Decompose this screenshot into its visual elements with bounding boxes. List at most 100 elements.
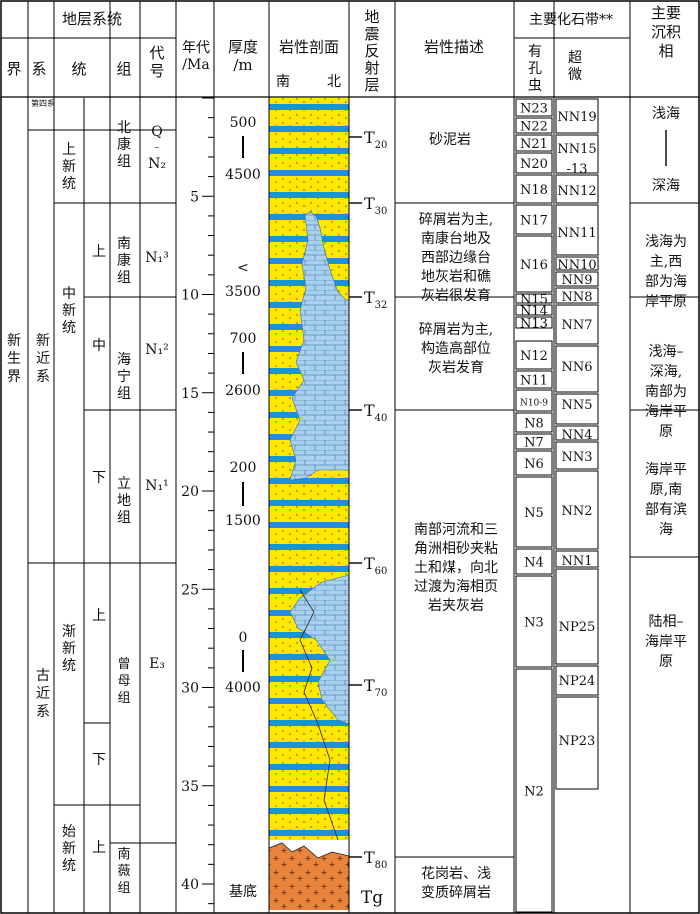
svg-text:代号: 代号 xyxy=(149,44,164,80)
foram-zone-box xyxy=(515,117,553,134)
svg-text:古近系: 古近系 xyxy=(36,668,50,720)
nanno-zone-box xyxy=(555,470,599,550)
nanno-zone-box xyxy=(555,304,599,345)
nanno-zone-label: NN12 xyxy=(557,184,596,199)
header: 地层系统 界 系 统 组 代号 年代/Ma 厚度/m 岩性剖面 南 北 地震反射… xyxy=(6,4,681,94)
facies-3: 浅海–深海,南部为海岸平原 xyxy=(645,344,687,440)
header-zu: 组 xyxy=(116,60,131,78)
formation-nankang: 南康组 xyxy=(117,236,131,286)
subseries-lower-mio: 下 xyxy=(92,470,106,486)
foram-zone-label: N10-9 xyxy=(520,399,548,409)
svg-text:海宁组: 海宁组 xyxy=(117,352,131,402)
svg-text:新近系: 新近系 xyxy=(36,333,50,385)
nanno-zone-label: NN3 xyxy=(561,450,592,465)
reflector-T70: T70 xyxy=(364,676,387,699)
nanno-zone-box xyxy=(555,568,599,665)
nanno-zone-box xyxy=(555,345,599,393)
foram-zone-label: N8 xyxy=(524,417,544,432)
foram-zone-box xyxy=(515,152,553,174)
facies-column: 浅海 深海 浅海为主,西部为海岸平原 浅海–深海,南部为海岸平原 海岸平原,南部… xyxy=(645,106,687,670)
reflector-T30: T30 xyxy=(364,194,387,217)
nanno-zone-label: NN11 xyxy=(557,226,596,241)
foram-zone-box xyxy=(515,433,553,450)
svg-text:南康组: 南康组 xyxy=(117,236,131,286)
system-neogene: 新近系 xyxy=(36,333,50,385)
era-xinsheng: 新生界 xyxy=(7,333,21,385)
header-north: 北 xyxy=(327,74,341,90)
formation-beikang: 北康组 xyxy=(117,120,131,170)
foram-zone-box xyxy=(515,304,553,316)
age-tick-label: 15 xyxy=(181,386,199,402)
thickness-3500: 3500 xyxy=(225,284,261,300)
foram-zone-box xyxy=(515,370,553,389)
thickness-700: 700 xyxy=(230,331,257,347)
thickness-basement: 基底 xyxy=(229,883,257,900)
reflector-T40: T40 xyxy=(364,401,387,424)
lith-desc-3: 碎屑岩为主,构造高部位灰岩发育 xyxy=(419,322,493,376)
foram-zone-label: N7 xyxy=(524,436,544,451)
header-seismic: 地震反射层 xyxy=(364,8,379,94)
header-fossil: 主要化石带** xyxy=(529,12,613,28)
svg-text:南薇组: 南薇组 xyxy=(117,846,130,896)
header-nanno: 超微 xyxy=(568,50,582,83)
age-axis: 5 10 15 20 25 30 35 40 xyxy=(181,97,215,913)
svg-text:南部河流和三角洲相砂夹粘土和煤，向北过渡为海相页岩夹灰岩: 南部河流和三角洲相砂夹粘土和煤，向北过渡为海相页岩夹灰岩 xyxy=(414,522,498,614)
nanno-zone-label: NN4 xyxy=(561,428,592,443)
lith-desc-1: 砂泥岩 xyxy=(429,132,471,148)
subseries-middle-mio: 中 xyxy=(92,338,106,354)
basement-contact xyxy=(268,842,350,859)
header-xi: 系 xyxy=(31,60,46,78)
foram-zone-box xyxy=(515,389,553,412)
foram-zone-label: N15 xyxy=(520,293,548,308)
nanno-zone-label: NP24 xyxy=(559,674,596,689)
foram-zone-box xyxy=(515,412,553,433)
nanno-zone-label: -13 xyxy=(567,162,588,177)
nanno-zone-box xyxy=(555,393,599,425)
system-paleogene: 古近系 xyxy=(36,668,50,720)
header-jie: 界 xyxy=(6,60,21,78)
nanno-zone-box xyxy=(555,425,599,441)
foram-zone-box xyxy=(515,450,553,476)
foram-zone-box xyxy=(515,476,553,548)
svg-text:新生界: 新生界 xyxy=(7,333,21,385)
header-tong: 统 xyxy=(71,60,86,78)
foram-zone-box xyxy=(515,668,553,913)
lith-desc-2: 碎屑岩为主,南康台地及西部边缘台地灰岩和礁灰岩很发育 xyxy=(419,212,493,304)
nanno-zone-label: NN2 xyxy=(561,504,592,519)
svg-text:碎屑岩为主,南康台地及西部边缘台地灰岩和礁灰岩很发育: 碎屑岩为主,南康台地及西部边缘台地灰岩和礁灰岩很发育 xyxy=(419,212,493,304)
sequence-line xyxy=(299,589,339,841)
svg-text:始新统: 始新统 xyxy=(62,824,76,874)
code-n12: N₁² xyxy=(145,342,168,358)
header-strat-system: 地层系统 xyxy=(62,10,122,28)
unit-labels: 新生界 第四系 新近系 古近系 上新统 中新统 渐新统 始新统 上 中 下 上 … xyxy=(7,98,169,896)
svg-text:中新统: 中新统 xyxy=(62,286,76,336)
facies-shallow: 浅海 xyxy=(652,106,680,122)
age-tick-label: 35 xyxy=(181,779,199,795)
foram-zone-box xyxy=(515,134,553,152)
foram-zone-label: N5 xyxy=(524,506,544,521)
foram-zone-box xyxy=(515,316,553,329)
svg-text:曾母组: 曾母组 xyxy=(117,657,130,706)
foram-zone-label: N6 xyxy=(524,457,544,472)
header-section: 岩性剖面 xyxy=(279,38,339,56)
foram-zone-label: N13 xyxy=(520,317,548,332)
code-e3: E₃ xyxy=(149,656,165,672)
svg-text:北康组: 北康组 xyxy=(117,120,131,170)
header-facies: 主要沉积相 xyxy=(651,4,681,60)
facies-2: 浅海为主,西部为海岸平原 xyxy=(645,234,687,310)
reflector-T32: T32 xyxy=(364,288,387,311)
foram-zone-box xyxy=(515,340,553,370)
foram-zone-label: N23 xyxy=(520,102,548,117)
reflector-T60: T60 xyxy=(364,554,387,577)
svg-text:厚度/m: 厚度/m xyxy=(228,38,258,74)
nanno-zone-label: NN8 xyxy=(561,290,592,305)
svg-text:浅海–深海,南部为海岸平原: 浅海–深海,南部为海岸平原 xyxy=(645,344,687,440)
svg-text:地震反射层: 地震反射层 xyxy=(364,8,379,94)
lithology-column xyxy=(268,98,350,910)
nanno-zone-box xyxy=(555,287,599,304)
age-tick-label: 5 xyxy=(190,189,199,205)
code-q: Q xyxy=(151,124,162,140)
